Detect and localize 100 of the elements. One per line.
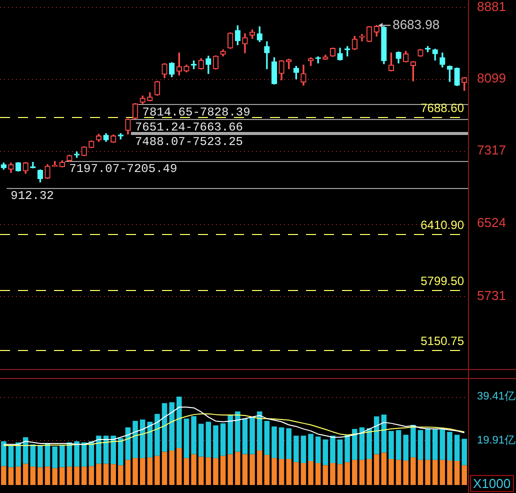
bar: [220, 456, 226, 485]
bar: [74, 466, 80, 485]
bar: [300, 436, 306, 464]
bar: [235, 411, 240, 452]
bar: [96, 464, 102, 485]
band-label: 7814.65-7828.39: [142, 105, 250, 120]
bar: [16, 466, 21, 485]
bar: [206, 422, 212, 458]
bar: [74, 441, 80, 467]
y-tick-label: 19.91亿: [477, 434, 516, 446]
bar: [330, 463, 336, 485]
bar: [66, 466, 72, 485]
y-tick-label: 8881: [477, 0, 506, 14]
bar: [191, 416, 196, 454]
bar: [198, 424, 204, 457]
bar: [374, 454, 380, 485]
bar: [110, 436, 116, 464]
bar: [286, 458, 292, 485]
bar: [374, 416, 380, 454]
bar: [410, 424, 416, 458]
bar: [184, 458, 190, 485]
bar: [366, 428, 372, 459]
bar: [103, 464, 109, 485]
bar: [169, 402, 174, 450]
bar: [96, 436, 102, 464]
bar: [330, 436, 336, 464]
bar: [228, 454, 233, 485]
bar: [294, 436, 299, 462]
bar: [440, 429, 446, 460]
bar: [359, 427, 365, 460]
bar: [308, 461, 314, 485]
bar: [396, 460, 402, 485]
bar: [272, 458, 277, 485]
bar: [125, 460, 131, 485]
bar: [447, 460, 452, 485]
bar: [228, 414, 233, 454]
bar: [432, 429, 438, 460]
bar: [184, 418, 190, 458]
bar: [322, 439, 328, 466]
ref-line-label: 7688.60: [420, 100, 464, 115]
bar: [264, 420, 270, 455]
bar: [52, 446, 58, 468]
bar: [242, 418, 248, 454]
y-tick-label: 7317: [477, 142, 506, 158]
bar: [322, 465, 328, 485]
bar: [418, 460, 424, 485]
bar: [337, 439, 343, 464]
text: X1000: [470, 475, 514, 492]
bar: [154, 414, 160, 456]
bar: [1, 441, 6, 466]
bar: [454, 461, 460, 485]
bar: [256, 450, 262, 485]
bar: [250, 454, 255, 485]
bar: [432, 460, 438, 485]
bar: [447, 432, 452, 461]
bar: [294, 462, 299, 485]
bar: [462, 465, 467, 485]
bar: [425, 428, 430, 460]
ref-line-label: 5799.50: [420, 274, 464, 288]
bar: [44, 466, 50, 485]
bar: [16, 442, 21, 467]
ref-line-label: 5150.75: [420, 334, 464, 348]
bar: [213, 458, 218, 485]
bar: [388, 430, 394, 459]
y-tick-label: 6524: [477, 215, 506, 230]
bar: [198, 456, 204, 485]
band-label: 7651.24-7663.66: [134, 120, 243, 134]
ref-line-label: 6410.90: [420, 218, 464, 232]
bar: [1, 466, 6, 485]
bar: [381, 452, 387, 485]
y-tick-label: 8099: [477, 70, 506, 86]
bar: [132, 458, 138, 485]
bar: [366, 458, 372, 485]
band-label: 912.32: [10, 189, 54, 204]
band-label: 7488.07-7523.25: [134, 135, 243, 150]
bar: [132, 420, 138, 458]
bar: [147, 422, 153, 458]
bar: [396, 430, 402, 460]
bar: [344, 434, 350, 462]
bar: [352, 428, 358, 460]
bar: [140, 458, 146, 485]
bar: [8, 445, 14, 468]
bar: [30, 444, 36, 467]
bar: [308, 434, 314, 461]
bar: [272, 426, 277, 458]
bar: [118, 438, 124, 466]
bar: [410, 457, 416, 485]
bar: [30, 466, 36, 485]
bar: [344, 462, 350, 485]
bar: [60, 467, 65, 485]
bar: [242, 454, 248, 485]
bar: [206, 457, 212, 485]
bar: [147, 457, 153, 485]
bar: [352, 460, 358, 485]
bar: [162, 452, 168, 485]
bar: [278, 427, 284, 459]
bar: [315, 463, 321, 485]
bar: [60, 445, 65, 468]
bar: [176, 448, 182, 485]
bar: [88, 466, 94, 485]
